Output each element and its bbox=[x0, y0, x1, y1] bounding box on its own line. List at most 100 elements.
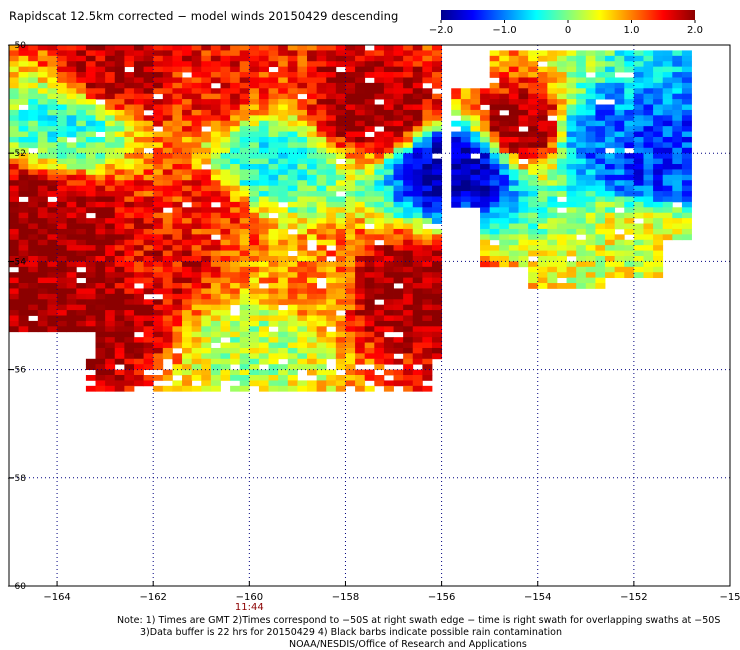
heatmap-cell bbox=[162, 385, 173, 392]
heatmap-cell bbox=[653, 153, 664, 160]
heatmap-cell bbox=[451, 93, 462, 100]
heatmap-cell bbox=[547, 245, 558, 251]
heatmap-cell bbox=[518, 180, 529, 187]
heatmap-cell bbox=[566, 239, 577, 246]
heatmap-cell bbox=[230, 201, 241, 208]
heatmap-cell bbox=[643, 218, 654, 224]
heatmap-cell bbox=[201, 342, 212, 349]
heatmap-cell bbox=[249, 239, 260, 246]
heatmap-cell bbox=[191, 342, 202, 349]
heatmap-cell bbox=[489, 126, 500, 132]
heatmap-cell bbox=[239, 358, 250, 365]
heatmap-cell bbox=[383, 337, 394, 343]
heatmap-cell bbox=[422, 196, 433, 203]
heatmap-cell bbox=[499, 250, 510, 257]
heatmap-cell bbox=[643, 239, 654, 246]
heatmap-cell bbox=[105, 255, 116, 262]
heatmap-cell bbox=[297, 272, 308, 279]
heatmap-cell bbox=[191, 299, 202, 306]
heatmap-cell bbox=[480, 191, 491, 197]
heatmap-cell bbox=[585, 131, 596, 138]
heatmap-cell bbox=[508, 207, 519, 214]
heatmap-cell bbox=[431, 196, 442, 203]
heatmap-cell bbox=[47, 136, 58, 143]
heatmap-cell bbox=[547, 234, 558, 241]
heatmap-cell bbox=[230, 250, 241, 257]
heatmap-cell bbox=[220, 50, 231, 57]
heatmap-cell bbox=[249, 288, 260, 295]
heatmap-cell bbox=[201, 147, 212, 154]
heatmap-cell bbox=[287, 255, 298, 262]
heatmap-cell bbox=[153, 347, 164, 354]
heatmap-cell bbox=[172, 104, 183, 111]
heatmap-cell bbox=[143, 153, 154, 160]
heatmap-cell bbox=[393, 66, 404, 73]
heatmap-cell bbox=[480, 180, 491, 187]
heatmap-cell bbox=[268, 82, 279, 89]
heatmap-cell bbox=[431, 245, 442, 251]
heatmap-cell bbox=[95, 353, 106, 360]
heatmap-cell bbox=[614, 147, 625, 154]
heatmap-cell bbox=[114, 104, 125, 111]
heatmap-cell bbox=[480, 223, 491, 230]
heatmap-cell bbox=[201, 255, 212, 262]
heatmap-cell bbox=[451, 158, 462, 165]
heatmap-cell bbox=[249, 310, 260, 316]
heatmap-cell bbox=[47, 239, 58, 246]
heatmap-cell bbox=[162, 99, 173, 105]
heatmap-cell bbox=[18, 283, 29, 289]
heatmap-cell bbox=[335, 320, 346, 327]
heatmap-cell bbox=[633, 136, 644, 143]
heatmap-cell bbox=[614, 82, 625, 89]
heatmap-cell bbox=[633, 191, 644, 197]
heatmap-cell bbox=[37, 266, 48, 273]
heatmap-cell bbox=[124, 212, 135, 219]
heatmap-cell bbox=[210, 358, 221, 365]
heatmap-cell bbox=[172, 255, 183, 262]
heatmap-cell bbox=[133, 293, 144, 300]
heatmap-cell bbox=[364, 245, 375, 251]
heatmap-cell bbox=[499, 82, 510, 89]
heatmap-cell bbox=[681, 191, 692, 197]
heatmap-cell bbox=[201, 218, 212, 224]
heatmap-cell bbox=[355, 228, 366, 235]
heatmap-cell bbox=[76, 320, 87, 327]
heatmap-cell bbox=[662, 228, 673, 235]
heatmap-cell bbox=[210, 315, 221, 322]
heatmap-cell bbox=[287, 191, 298, 197]
heatmap-cell bbox=[326, 342, 337, 349]
heatmap-cell bbox=[566, 72, 577, 78]
heatmap-cell bbox=[681, 212, 692, 219]
heatmap-cell bbox=[499, 239, 510, 246]
heatmap-cell bbox=[47, 109, 58, 116]
heatmap-cell bbox=[95, 266, 106, 273]
heatmap-cell bbox=[403, 61, 414, 68]
heatmap-cell bbox=[191, 99, 202, 105]
heatmap-cell bbox=[95, 358, 106, 365]
heatmap-cell bbox=[162, 120, 173, 127]
heatmap-cell bbox=[85, 55, 96, 62]
heatmap-cell bbox=[624, 266, 635, 273]
heatmap-cell bbox=[133, 272, 144, 279]
heatmap-cell bbox=[403, 50, 414, 57]
heatmap-cell bbox=[412, 109, 423, 116]
heatmap-cell bbox=[297, 77, 308, 84]
heatmap-cell bbox=[633, 266, 644, 273]
heatmap-cell bbox=[595, 223, 606, 230]
heatmap-cell bbox=[201, 272, 212, 279]
heatmap-cell bbox=[28, 228, 39, 235]
heatmap-cell bbox=[460, 180, 471, 187]
heatmap-cell bbox=[133, 191, 144, 197]
heatmap-cell bbox=[105, 158, 116, 165]
heatmap-cell bbox=[143, 72, 154, 78]
heatmap-cell bbox=[37, 261, 48, 268]
heatmap-cell bbox=[345, 223, 356, 230]
heatmap-cell bbox=[576, 185, 587, 192]
heatmap-cell bbox=[258, 55, 269, 62]
heatmap-cell bbox=[307, 120, 318, 127]
heatmap-cell bbox=[220, 93, 231, 100]
heatmap-cell bbox=[239, 201, 250, 208]
heatmap-cell bbox=[307, 99, 318, 105]
y-tick-label: −60 bbox=[7, 582, 26, 592]
heatmap-cell bbox=[662, 55, 673, 62]
